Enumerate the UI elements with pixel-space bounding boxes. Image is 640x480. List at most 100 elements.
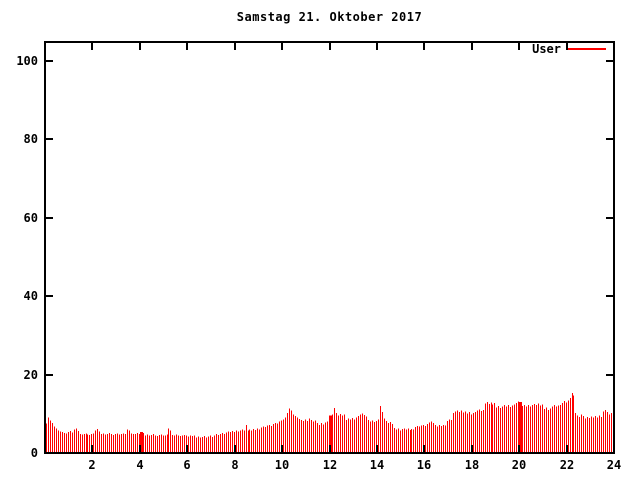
bar	[487, 402, 488, 453]
bar	[368, 420, 369, 453]
bar	[419, 426, 420, 453]
legend-label: User	[532, 42, 561, 56]
bar	[70, 431, 71, 453]
bar	[498, 405, 499, 453]
bar	[408, 428, 409, 453]
bar	[354, 419, 355, 453]
bar	[530, 406, 531, 453]
bar	[601, 416, 602, 453]
bar	[489, 404, 490, 453]
bar	[536, 405, 537, 453]
bar	[396, 429, 397, 453]
bar	[394, 427, 395, 453]
axis-tick-label: 100	[16, 54, 38, 68]
bar	[301, 420, 302, 453]
bar	[447, 420, 448, 453]
bar	[204, 436, 205, 453]
bar	[382, 411, 383, 453]
bar	[356, 417, 357, 453]
bar	[406, 429, 407, 453]
bar	[206, 437, 207, 453]
bar	[378, 419, 379, 453]
bar	[246, 424, 247, 453]
bar	[214, 435, 215, 453]
legend-key-line-icon	[568, 48, 606, 50]
bar	[311, 420, 312, 453]
axis-tick-label: 14	[370, 458, 384, 472]
bar	[95, 430, 96, 453]
bar	[465, 411, 466, 453]
bar	[516, 402, 517, 453]
bar	[528, 405, 529, 453]
bar	[546, 407, 547, 453]
bar	[455, 411, 456, 453]
bar	[443, 424, 444, 453]
bar	[244, 430, 245, 453]
bar	[327, 421, 328, 453]
bar	[161, 434, 162, 453]
bar	[577, 415, 578, 453]
bar	[56, 428, 57, 453]
bar	[346, 420, 347, 453]
bar	[303, 421, 304, 453]
axis-tick-label: 6	[183, 458, 190, 472]
bar	[281, 420, 282, 453]
bar	[200, 437, 201, 453]
bar	[263, 426, 264, 453]
bar	[542, 404, 543, 453]
bar	[538, 403, 539, 453]
bar	[165, 435, 166, 453]
bar	[293, 414, 294, 453]
axis-tick-label: 22	[560, 458, 574, 472]
axis-tick-label: 4	[136, 458, 143, 472]
bar	[149, 435, 150, 453]
bar	[305, 419, 306, 453]
bar	[366, 416, 367, 453]
axis-tick-label: 18	[465, 458, 479, 472]
bar	[259, 429, 260, 453]
bar	[277, 423, 278, 453]
bar	[558, 405, 559, 453]
axis-tick-label: 40	[24, 289, 38, 303]
bar	[323, 424, 324, 453]
bar	[111, 434, 112, 453]
bar	[139, 433, 140, 453]
bar	[437, 426, 438, 453]
bar	[172, 435, 173, 453]
bar	[583, 416, 584, 453]
bar	[449, 419, 450, 453]
bar	[475, 411, 476, 453]
bar	[457, 410, 458, 453]
bar	[459, 412, 460, 453]
bar	[400, 430, 401, 453]
bar	[46, 423, 47, 453]
bar	[599, 415, 600, 453]
bar	[248, 430, 249, 453]
axis-tick-label: 10	[275, 458, 289, 472]
bar	[550, 408, 551, 453]
bar	[360, 414, 361, 453]
bar	[188, 436, 189, 453]
bar	[297, 417, 298, 453]
bar	[251, 430, 252, 453]
bar	[415, 427, 416, 453]
bar	[232, 431, 233, 453]
bar	[76, 428, 77, 453]
bar	[307, 420, 308, 453]
bar	[595, 416, 596, 453]
bar	[479, 409, 480, 453]
bar	[155, 435, 156, 453]
bar	[593, 417, 594, 453]
bar	[151, 435, 152, 453]
bar	[502, 406, 503, 453]
bar	[257, 428, 258, 453]
bar	[413, 429, 414, 453]
bar	[140, 432, 143, 453]
bar	[143, 433, 144, 453]
bar	[384, 418, 385, 453]
bar	[388, 423, 389, 453]
bar	[467, 413, 468, 453]
bar	[74, 429, 75, 453]
